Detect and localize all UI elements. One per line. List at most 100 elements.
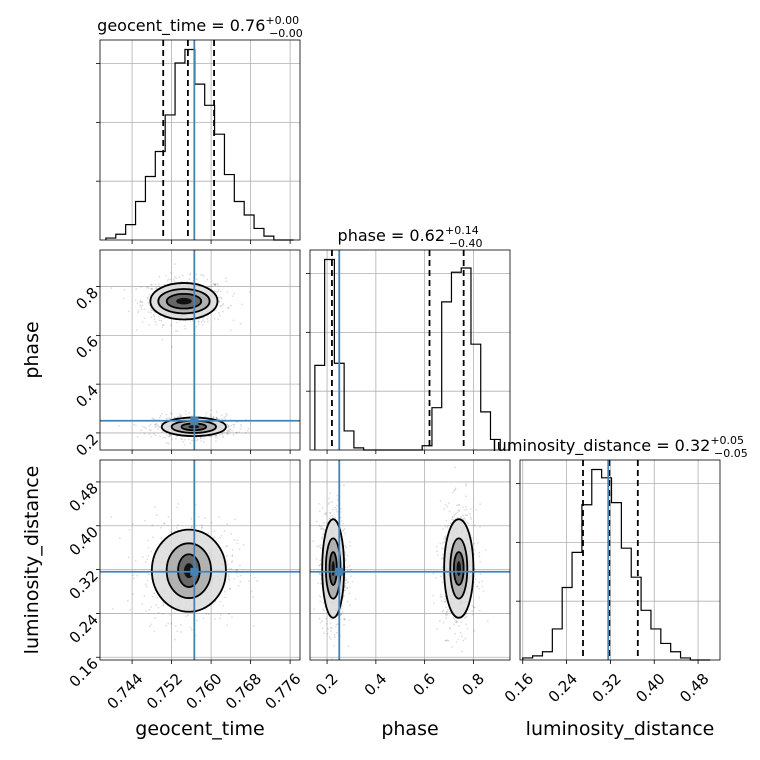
sample-point bbox=[481, 580, 484, 583]
sample-point bbox=[465, 484, 468, 487]
sample-point bbox=[462, 514, 465, 517]
sample-point bbox=[439, 593, 442, 596]
tick-label-y-luminosity_distance: 0.40 bbox=[66, 523, 102, 559]
sample-point bbox=[210, 521, 213, 524]
sample-point bbox=[344, 559, 347, 562]
sample-point bbox=[174, 438, 177, 440]
sample-point bbox=[230, 568, 233, 571]
sample-point bbox=[348, 565, 351, 567]
sample-point bbox=[144, 561, 147, 563]
sample-point bbox=[343, 589, 346, 592]
sample-point bbox=[435, 627, 438, 630]
sample-point bbox=[213, 289, 216, 292]
sample-point bbox=[216, 417, 218, 420]
sample-point bbox=[151, 417, 154, 420]
sample-point bbox=[227, 563, 229, 566]
histogram-geocent_time bbox=[105, 48, 294, 241]
sample-point bbox=[476, 585, 479, 588]
sample-point bbox=[203, 320, 206, 323]
sample-point bbox=[228, 567, 231, 570]
sample-point bbox=[239, 423, 242, 426]
sample-point bbox=[207, 613, 210, 616]
sample-point bbox=[161, 431, 163, 433]
sample-point bbox=[146, 579, 149, 582]
sample-point bbox=[248, 291, 251, 294]
sample-point bbox=[237, 575, 239, 578]
scatter-panel-geocent_time-luminosity_distance bbox=[96, 459, 301, 664]
sample-point bbox=[167, 436, 170, 438]
sample-point bbox=[226, 545, 229, 547]
sample-point bbox=[342, 522, 344, 525]
sample-point bbox=[178, 413, 181, 416]
sample-point bbox=[320, 527, 322, 530]
sample-point bbox=[444, 600, 447, 603]
sample-point bbox=[202, 275, 205, 278]
sample-point bbox=[334, 517, 336, 519]
sample-point bbox=[345, 580, 347, 582]
sample-point bbox=[161, 326, 164, 329]
sample-point bbox=[177, 503, 179, 505]
sample-point bbox=[322, 528, 325, 531]
sample-point bbox=[194, 634, 197, 637]
sample-point bbox=[147, 573, 150, 576]
sample-point bbox=[132, 593, 134, 596]
sample-point bbox=[319, 563, 322, 565]
sample-point bbox=[213, 283, 216, 286]
sample-point bbox=[237, 584, 240, 587]
sample-point bbox=[230, 532, 233, 535]
sample-point bbox=[321, 535, 323, 538]
sample-point bbox=[486, 620, 489, 623]
sample-point bbox=[169, 271, 172, 274]
sample-point bbox=[441, 557, 444, 559]
sample-point bbox=[227, 426, 230, 429]
histogram-phase bbox=[314, 258, 501, 451]
sample-point bbox=[252, 624, 255, 627]
sample-point bbox=[465, 508, 468, 511]
panel-frame bbox=[309, 459, 511, 661]
sample-point bbox=[191, 320, 194, 322]
tick-label-x-geocent_time: 0.744 bbox=[103, 670, 146, 713]
sample-point bbox=[442, 621, 445, 624]
sample-point bbox=[173, 611, 176, 614]
sample-point bbox=[473, 629, 476, 632]
sample-point bbox=[441, 553, 444, 556]
sample-point bbox=[165, 442, 168, 444]
sample-point bbox=[246, 430, 249, 432]
axis-label-y-phase: phase bbox=[21, 321, 43, 378]
sample-point bbox=[445, 611, 448, 614]
sample-point bbox=[441, 610, 444, 613]
sample-point bbox=[150, 623, 153, 626]
sample-point bbox=[165, 413, 168, 416]
sample-point bbox=[214, 600, 217, 603]
sample-point bbox=[141, 425, 144, 428]
sample-point bbox=[164, 624, 167, 627]
sample-point bbox=[320, 528, 323, 531]
sample-point bbox=[329, 517, 332, 520]
sample-point bbox=[176, 435, 179, 438]
sample-point bbox=[231, 554, 234, 557]
sample-point bbox=[455, 620, 458, 623]
sample-point bbox=[460, 635, 463, 638]
sample-point bbox=[324, 512, 326, 515]
sample-point bbox=[203, 437, 206, 440]
sample-point bbox=[137, 309, 140, 312]
sample-point bbox=[466, 514, 469, 517]
sample-point bbox=[316, 545, 318, 548]
sample-point bbox=[155, 514, 158, 516]
sample-point bbox=[457, 503, 460, 506]
sample-point bbox=[152, 536, 154, 539]
sample-point bbox=[173, 280, 176, 283]
sample-point bbox=[154, 426, 157, 429]
sample-point bbox=[154, 617, 157, 619]
sample-point bbox=[145, 609, 147, 612]
sample-point bbox=[123, 288, 126, 291]
sample-point bbox=[340, 613, 343, 616]
sample-point bbox=[214, 283, 217, 286]
sample-point bbox=[230, 561, 233, 564]
sample-point bbox=[446, 505, 449, 508]
sample-point bbox=[226, 414, 228, 416]
sample-point bbox=[226, 291, 229, 293]
sample-point bbox=[228, 428, 231, 431]
sample-point bbox=[167, 278, 170, 281]
sample-point bbox=[469, 508, 472, 510]
